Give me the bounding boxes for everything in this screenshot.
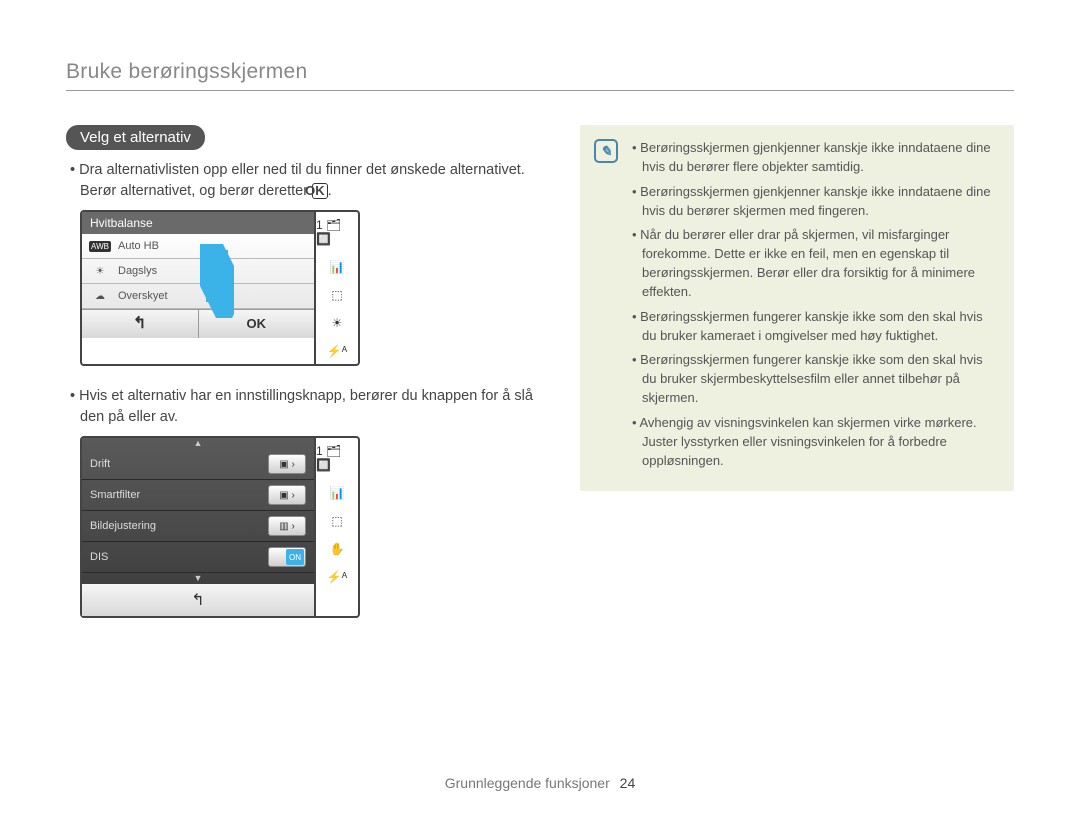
ok-icon: OK [312, 183, 328, 199]
page-footer: Grunnleggende funksjoner 24 [0, 775, 1080, 791]
list-item[interactable]: AWB Auto HB [82, 234, 314, 259]
option-label: Overskyet [118, 290, 168, 302]
list-item[interactable]: DIS ON [82, 542, 314, 573]
side-icon: 📊 [330, 260, 345, 274]
side-icon: ⚡ᴬ [327, 570, 347, 584]
note-item: Berøringsskjermen gjenkjenner kanskje ik… [632, 139, 996, 177]
note-item: Når du berører eller drar på skjermen, v… [632, 226, 996, 301]
device-screenshot-2: ▲ Drift ▣ › Smartfilter ▣ › Bildejusteri… [80, 436, 360, 618]
side-icon: ☀ [332, 316, 343, 330]
list-item[interactable]: Drift ▣ › [82, 449, 314, 480]
side-icon: ✋ [330, 542, 345, 556]
note-item: Berøringsskjermen fungerer kanskje ikke … [632, 308, 996, 346]
back-button[interactable]: ↰ [82, 584, 314, 616]
list-item[interactable]: ☀ Dagslys [82, 259, 314, 284]
list-item[interactable]: ☁ Overskyet [82, 284, 314, 309]
toggle-button[interactable]: ON [268, 547, 306, 567]
page-title: Bruke berøringsskjermen [66, 60, 1014, 91]
device1-header: Hvitbalanse [82, 212, 314, 234]
para1-pre: Dra alternativlisten opp eller ned til d… [79, 162, 525, 199]
note-item: Avhengig av visningsvinkelen kan skjerme… [632, 414, 996, 471]
row-label: DIS [90, 551, 268, 563]
row-label: Smartfilter [90, 489, 268, 501]
side-icon: ⚡ᴬ [327, 344, 347, 358]
page-number: 24 [620, 775, 636, 791]
footer-text: Grunnleggende funksjoner [445, 775, 610, 791]
list-item[interactable]: Bildejustering ▥ › [82, 511, 314, 542]
row-label: Bildejustering [90, 520, 268, 532]
side-icon: ⬚ [331, 288, 342, 302]
ok-button[interactable]: OK [199, 309, 315, 338]
side-icon: 📊 [330, 486, 345, 500]
setting-button[interactable]: ▥ › [268, 516, 306, 536]
paragraph-1: Dra alternativlisten opp eller ned til d… [80, 160, 546, 202]
setting-button[interactable]: ▣ › [268, 485, 306, 505]
setting-button[interactable]: ▣ › [268, 454, 306, 474]
left-column: Velg et alternativ Dra alternativlisten … [66, 125, 546, 638]
paragraph-2: Hvis et alternativ har en innstillingskn… [80, 386, 546, 428]
chevron-up-icon[interactable]: ▲ [82, 438, 314, 449]
cloud-icon: ☁ [90, 289, 110, 303]
note-item: Berøringsskjermen gjenkjenner kanskje ik… [632, 183, 996, 221]
option-label: Dagslys [118, 265, 157, 277]
note-box: ✎ Berøringsskjermen gjenkjenner kanskje … [580, 125, 1014, 491]
para1-post: . [328, 183, 332, 199]
count-badge: 1 🗂 🔲 [316, 218, 358, 246]
count-badge: 1 🗂 🔲 [316, 444, 358, 472]
device-screenshot-1: Hvitbalanse AWB Auto HB ☀ Dagslys [80, 210, 360, 366]
note-item: Berøringsskjermen fungerer kanskje ikke … [632, 351, 996, 408]
option-label: Auto HB [118, 240, 159, 252]
right-column: ✎ Berøringsskjermen gjenkjenner kanskje … [580, 125, 1014, 638]
row-label: Drift [90, 458, 268, 470]
side-icon: ⬚ [331, 514, 342, 528]
sun-icon: ☀ [90, 264, 110, 278]
note-icon: ✎ [594, 139, 618, 163]
list-item[interactable]: Smartfilter ▣ › [82, 480, 314, 511]
awb-icon: AWB [89, 241, 111, 252]
back-button[interactable]: ↰ [82, 309, 199, 338]
section-header: Velg et alternativ [66, 125, 205, 150]
chevron-down-icon[interactable]: ▼ [82, 573, 314, 584]
